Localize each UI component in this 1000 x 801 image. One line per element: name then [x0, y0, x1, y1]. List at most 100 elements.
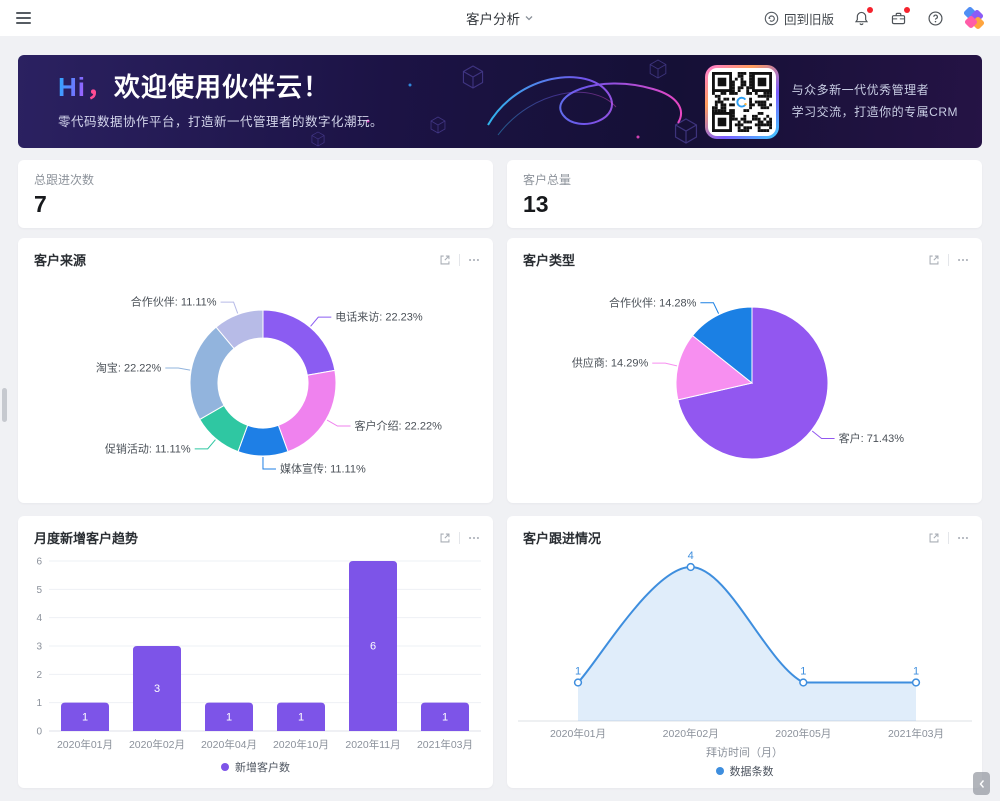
area-chart-x-axis-title: 拜访时间（月）: [706, 747, 783, 759]
card-title: 客户跟进情况: [523, 531, 602, 546]
svg-text:1: 1: [82, 711, 88, 723]
back-old-label: 回到旧版: [783, 12, 834, 27]
svg-text:合作伙伴: 14.28%: 合作伙伴: 14.28%: [608, 295, 696, 309]
inbox-button[interactable]: [888, 7, 910, 28]
stat-label: 总跟进次数: [34, 173, 95, 187]
chart-card-followup: 客户跟进情况 1 2020年01月 4 2020年02月 1 2020年05月 1 2021年…: [507, 516, 982, 788]
banner-comma: ，: [87, 71, 115, 102]
svg-text:2021年03月: 2021年03月: [887, 727, 943, 740]
svg-text:4: 4: [36, 613, 42, 624]
stat-label: 客户总量: [523, 173, 572, 187]
svg-text:6: 6: [370, 641, 376, 653]
legend-line-label: 数据条数: [729, 766, 774, 778]
restore-icon: [764, 11, 779, 25]
topbar: 客户分析 回到旧版: [0, 0, 1000, 36]
stat-card-total-customers: 客户总量 13: [507, 160, 982, 228]
charts-row-2: 月度新增客户趋势 0 1 2 3 4 5 6 1 2020年01月 3 2020年02月 1 2020年…: [18, 516, 982, 788]
stat-value: 13: [523, 191, 549, 217]
page-title[interactable]: 客户分析: [466, 8, 534, 28]
stat-card-total-followups: 总跟进次数 7: [18, 160, 493, 228]
legend-bar-dot: [221, 763, 229, 771]
scrollbar-thumb[interactable]: [2, 388, 7, 422]
inbox-badge: [904, 7, 910, 13]
collapse-handle[interactable]: [973, 772, 990, 795]
svg-text:2020年01月: 2020年01月: [57, 738, 113, 751]
expand-icon[interactable]: [927, 531, 941, 545]
qr-caption-line1: 与众多新一代优秀管理者: [791, 82, 930, 97]
more-options-icon[interactable]: [956, 253, 970, 267]
svg-text:合作伙伴: 11.11%: 合作伙伴: 11.11%: [130, 295, 216, 309]
svg-text:3: 3: [154, 683, 160, 695]
chevron-down-icon: [525, 16, 533, 21]
bell-icon: [854, 11, 868, 25]
svg-text:1: 1: [800, 666, 806, 678]
svg-text:媒体宣传: 11.11%: 媒体宣传: 11.11%: [279, 462, 365, 476]
svg-text:2020年10月: 2020年10月: [273, 738, 329, 751]
svg-text:2020年01月: 2020年01月: [549, 727, 605, 740]
notifications-button[interactable]: [851, 7, 873, 28]
svg-text:2021年03月: 2021年03月: [417, 738, 473, 751]
qr-caption-line2: 学习交流，打造你的专属CRM: [791, 104, 958, 119]
svg-text:2020年11月: 2020年11月: [345, 738, 400, 751]
banner-text-block: Hi，欢迎使用伙伴云！ 零代码数据协作平台，打造新一代管理者的数字化潮玩。: [58, 74, 383, 130]
banner-welcome-text: 欢迎使用伙伴云！: [114, 71, 331, 102]
svg-text:2020年05月: 2020年05月: [775, 727, 831, 740]
legend-bar-label: 新增客户数: [235, 762, 290, 774]
expand-icon[interactable]: [438, 253, 452, 267]
chevron-left-icon: [979, 779, 984, 788]
svg-text:1: 1: [574, 666, 580, 678]
svg-text:淘宝: 22.22%: 淘宝: 22.22%: [95, 361, 161, 375]
app-logo[interactable]: [962, 5, 986, 31]
stat-value: 7: [34, 191, 47, 217]
svg-text:4: 4: [687, 550, 693, 562]
banner-subtitle: 零代码数据协作平台，打造新一代管理者的数字化潮玩。: [58, 114, 384, 129]
svg-text:5: 5: [36, 585, 42, 596]
notification-badge: [867, 7, 873, 13]
svg-text:2: 2: [36, 670, 42, 681]
qr-code-frame: [704, 64, 779, 139]
card-title: 月度新增客户趋势: [34, 531, 139, 546]
followup-area-chart: 1 2020年01月 4 2020年02月 1 2020年05月 1 2021年03月: [517, 550, 972, 740]
customer-type-pie-chart: 客户: 71.43% 供应商: 14.29% 合作伙伴: 14.28%: [571, 295, 904, 460]
expand-icon[interactable]: [438, 531, 452, 545]
stats-row: 总跟进次数 7 客户总量 13: [18, 160, 982, 228]
menu-icon[interactable]: [16, 8, 36, 28]
chart-card-monthly-new: 月度新增客户趋势 0 1 2 3 4 5 6 1 2020年01月 3 2020年02月 1 2020年…: [18, 516, 493, 788]
more-options-icon[interactable]: [467, 253, 481, 267]
briefcase-icon: [891, 12, 905, 24]
svg-text:1: 1: [912, 666, 918, 678]
qr-caption: 与众多新一代优秀管理者 学习交流，打造你的专属CRM: [792, 80, 958, 123]
svg-text:0: 0: [36, 727, 42, 738]
svg-text:客户介绍: 22.22%: 客户介绍: 22.22%: [354, 419, 442, 433]
svg-text:客户: 71.43%: 客户: 71.43%: [838, 431, 904, 445]
expand-icon[interactable]: [927, 253, 941, 267]
monthly-new-bar-chart: 0 1 2 3 4 5 6 1 2020年01月 3 2020年02月 1 2020年04月 1 2020年…: [36, 557, 481, 751]
qr-code: [711, 71, 772, 132]
card-title: 客户类型: [523, 253, 576, 268]
svg-text:促销活动: 11.11%: 促销活动: 11.11%: [104, 441, 190, 455]
svg-text:1: 1: [298, 711, 304, 723]
dashboard-content: Hi，欢迎使用伙伴云！ 零代码数据协作平台，打造新一代管理者的数字化潮玩。 与众…: [0, 36, 1000, 788]
svg-text:1: 1: [442, 711, 448, 723]
bar-chart-legend: 新增客户数: [18, 759, 493, 775]
customer-source-donut-chart: 电话来访: 22.23% 客户介绍: 22.22% 媒体宣传: 11.11% 促销活动…: [95, 295, 442, 476]
chart-card-customer-type: 客户类型 客户: 71.43% 供应商: 14.29% 合作伙伴: 14.28%: [507, 238, 982, 503]
more-options-icon[interactable]: [467, 531, 481, 545]
svg-text:6: 6: [36, 557, 42, 568]
banner-hi: Hi: [58, 71, 86, 102]
svg-text:供应商: 14.29%: 供应商: 14.29%: [571, 356, 648, 370]
svg-text:3: 3: [36, 642, 42, 653]
more-options-icon[interactable]: [956, 531, 970, 545]
banner-title: Hi，欢迎使用伙伴云！: [58, 74, 383, 100]
charts-row-1: 客户来源 电话来访: 22.23% 客户介绍: 22.22% 媒体宣传: 11.11…: [18, 238, 982, 503]
banner-qr-block: 与众多新一代优秀管理者 学习交流，打造你的专属CRM: [704, 64, 958, 139]
legend-line-dot: [715, 767, 724, 775]
back-to-old-version-button[interactable]: 回到旧版: [764, 9, 834, 28]
welcome-banner: Hi，欢迎使用伙伴云！ 零代码数据协作平台，打造新一代管理者的数字化潮玩。 与众…: [18, 55, 982, 148]
help-button[interactable]: [925, 8, 945, 28]
svg-text:2020年02月: 2020年02月: [662, 727, 718, 740]
help-icon: [927, 10, 943, 26]
svg-text:电话来访: 22.23%: 电话来访: 22.23%: [335, 311, 423, 324]
svg-text:2020年02月: 2020年02月: [129, 738, 185, 751]
